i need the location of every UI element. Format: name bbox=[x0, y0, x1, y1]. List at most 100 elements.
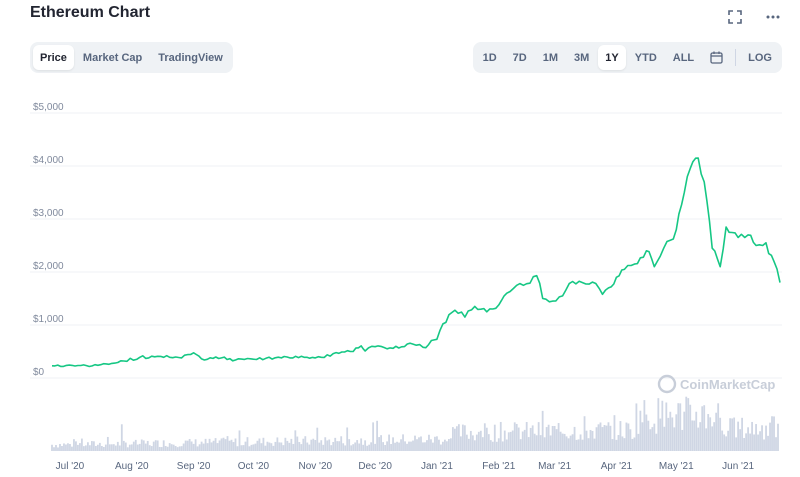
tab-market-cap[interactable]: Market Cap bbox=[82, 51, 143, 64]
volume-bar bbox=[216, 443, 219, 451]
volume-bar bbox=[398, 442, 400, 451]
volume-bar bbox=[292, 443, 295, 451]
expand-icon[interactable] bbox=[726, 8, 744, 26]
volume-bar bbox=[414, 435, 416, 451]
volume-bar bbox=[519, 439, 522, 451]
volume-bar bbox=[651, 427, 654, 451]
volume-bar bbox=[392, 437, 394, 451]
volume-bar bbox=[376, 420, 379, 451]
volume-bar bbox=[410, 441, 412, 451]
volume-bar bbox=[67, 443, 69, 451]
volume-bar bbox=[507, 432, 510, 451]
volume-bar bbox=[587, 438, 590, 451]
volume-bar bbox=[430, 439, 432, 451]
volume-bar bbox=[523, 429, 526, 451]
volume-bar bbox=[763, 439, 765, 451]
tab-price[interactable]: Price bbox=[33, 45, 74, 70]
range-ytd[interactable]: YTD bbox=[634, 51, 657, 64]
volume-bar bbox=[450, 438, 452, 451]
volume-bar bbox=[615, 439, 618, 451]
log-scale-button[interactable]: LOG bbox=[748, 51, 772, 64]
volume-bar bbox=[218, 440, 221, 451]
volume-bar bbox=[108, 444, 111, 451]
volume-bar bbox=[286, 440, 289, 451]
y-tick-label: $1,000 bbox=[33, 314, 64, 325]
volume-bar bbox=[208, 438, 211, 451]
calendar-button[interactable] bbox=[703, 45, 730, 70]
volume-bar bbox=[695, 411, 698, 451]
volume-bar bbox=[142, 440, 145, 451]
volume-bar bbox=[130, 444, 133, 451]
volume-bars bbox=[51, 396, 779, 451]
volume-bar bbox=[653, 423, 656, 451]
volume-bar bbox=[248, 446, 251, 451]
volume-bar bbox=[270, 443, 273, 451]
volume-bar bbox=[561, 433, 564, 451]
volume-bar bbox=[529, 427, 532, 451]
volume-bar bbox=[669, 411, 672, 451]
range-all[interactable]: ALL bbox=[672, 51, 695, 64]
volume-bar bbox=[685, 396, 688, 451]
volume-bar bbox=[282, 445, 285, 451]
volume-bar bbox=[489, 440, 492, 451]
volume-bar bbox=[300, 444, 303, 451]
y-tick-label: $3,000 bbox=[33, 208, 64, 219]
volume-bar bbox=[144, 443, 147, 451]
volume-bar bbox=[649, 429, 652, 451]
volume-bar bbox=[743, 437, 745, 451]
volume-bar bbox=[202, 443, 205, 451]
more-dots-icon[interactable] bbox=[764, 8, 782, 26]
price-line-layer bbox=[51, 157, 781, 368]
range-1y[interactable]: 1Y bbox=[598, 45, 626, 70]
volume-bar bbox=[585, 430, 588, 451]
volume-bar bbox=[583, 416, 586, 451]
volume-bar bbox=[729, 418, 732, 451]
volume-bar bbox=[196, 446, 199, 451]
volume-bar bbox=[733, 417, 736, 451]
volume-bar bbox=[621, 436, 624, 451]
y-tick-label: $5,000 bbox=[33, 102, 64, 113]
volume-bar bbox=[412, 440, 414, 451]
range-3m[interactable]: 3M bbox=[574, 51, 590, 64]
volume-bar bbox=[55, 445, 57, 451]
volume-bar bbox=[63, 443, 65, 451]
tab-tradingview[interactable]: TradingView bbox=[158, 51, 223, 64]
volume-bar bbox=[394, 442, 396, 451]
x-tick-label: Feb '21 bbox=[482, 461, 515, 472]
volume-bar bbox=[352, 444, 355, 451]
volume-bar bbox=[73, 439, 75, 451]
volume-bar bbox=[623, 438, 626, 451]
volume-bar bbox=[675, 414, 678, 451]
volume-bar bbox=[92, 441, 95, 451]
volume-bar bbox=[737, 421, 740, 451]
volume-bar bbox=[499, 421, 502, 451]
volume-bar bbox=[426, 440, 428, 451]
volume-bar bbox=[314, 439, 317, 451]
volume-bar bbox=[420, 436, 422, 451]
volume-bar bbox=[549, 435, 552, 451]
volume-bar bbox=[194, 439, 197, 451]
volume-bar bbox=[378, 437, 381, 451]
volume-bar bbox=[254, 443, 257, 451]
volume-bar bbox=[705, 428, 708, 451]
y-axis-ticks: $0 $1,000 $2,000 $3,000 $4,000 $5,000 bbox=[33, 102, 64, 378]
range-1m[interactable]: 1M bbox=[542, 51, 559, 64]
volume-bar bbox=[513, 422, 516, 451]
volume-bar bbox=[707, 414, 710, 451]
volume-bar bbox=[354, 442, 357, 451]
volume-bar bbox=[356, 440, 359, 451]
volume-bar bbox=[134, 439, 137, 451]
range-1d[interactable]: 1D bbox=[482, 51, 497, 64]
volume-bar bbox=[272, 445, 275, 451]
volume-bar bbox=[360, 438, 363, 451]
volume-bar bbox=[469, 430, 472, 451]
volume-bar bbox=[148, 445, 151, 451]
volume-bar bbox=[400, 439, 402, 451]
volume-bar bbox=[434, 436, 436, 451]
volume-bar bbox=[637, 433, 640, 451]
range-7d[interactable]: 7D bbox=[512, 51, 527, 64]
volume-bar bbox=[745, 433, 747, 451]
volume-bar bbox=[402, 434, 404, 451]
volume-bar bbox=[767, 435, 769, 451]
volume-bar bbox=[396, 441, 398, 451]
